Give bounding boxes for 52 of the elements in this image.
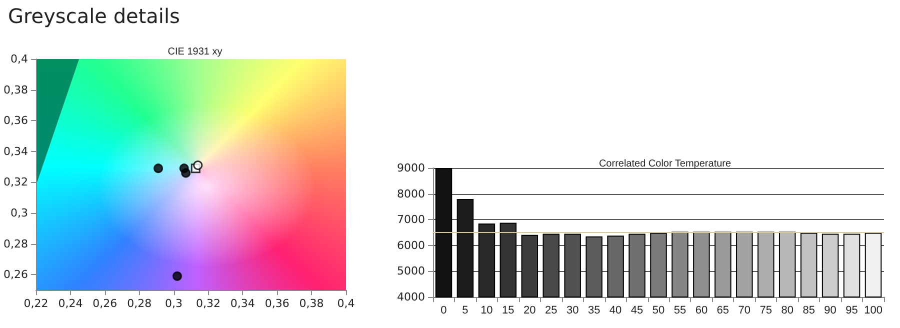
x-tick-label: 55 — [674, 304, 686, 316]
x-tick-label: 0 — [440, 304, 447, 316]
x-tick-label: 85 — [802, 304, 815, 316]
x-tick-label: 90 — [824, 304, 836, 316]
x-tick-label: 0,3 — [165, 297, 183, 310]
x-tick-label: 50 — [652, 304, 665, 316]
y-tick-label: 5000 — [397, 264, 425, 278]
y-tick-label: 0,36 — [4, 114, 28, 128]
point — [172, 271, 182, 281]
x-tick-label: 30 — [566, 304, 579, 316]
x-tick-label: 80 — [781, 304, 794, 316]
y-tick-label: 8000 — [397, 187, 425, 200]
x-tick-label: 0,22 — [24, 297, 48, 310]
x-tick-label: 70 — [738, 304, 751, 316]
chart-title: Correlated Color Temperature — [598, 158, 732, 170]
text: Greyscale details — [8, 4, 180, 28]
chart-title: CIE 1931 xy — [168, 46, 222, 58]
x-tick-label: 65 — [716, 304, 730, 316]
x-tick-label: 45 — [630, 304, 644, 316]
x-tick-label: 0,38 — [299, 297, 324, 310]
x-tick-label: 5 — [462, 304, 468, 316]
y-tick-label: 4000 — [397, 290, 425, 304]
point — [154, 164, 164, 174]
y-tick-label: 0,34 — [4, 144, 28, 158]
y-tick-label: 0,26 — [4, 268, 28, 282]
x-tick-label: 10 — [480, 304, 493, 316]
y-tick-label: 0,4 — [10, 52, 28, 66]
x-tick-label: 0,34 — [230, 297, 255, 310]
x-tick-label: 100 — [864, 304, 882, 316]
x-tick-label: 0,4 — [337, 297, 355, 310]
x-tick-label: 40 — [609, 304, 622, 316]
x-tick-label: 0,32 — [196, 297, 220, 310]
x-tick-label: 35 — [588, 304, 600, 316]
x-tick-label: 0,26 — [92, 297, 118, 310]
point — [181, 168, 191, 178]
x-tick-label: 0,36 — [264, 297, 290, 310]
x-tick-label: 0,28 — [127, 297, 152, 310]
y-tick-label: 9000 — [397, 162, 425, 174]
y-tick-label: 6000 — [397, 238, 425, 252]
y-tick-label: 7000 — [397, 213, 425, 226]
point — [193, 160, 203, 170]
x-tick-label: 0,24 — [58, 297, 83, 310]
y-tick-label: 0,32 — [4, 176, 28, 189]
x-tick-label: 20 — [524, 304, 536, 316]
y-tick-label: 0,3 — [10, 206, 28, 220]
y-tick-label: 0,28 — [4, 237, 28, 250]
x-tick-label: 15 — [502, 304, 514, 316]
x-tick-label: 60 — [695, 304, 708, 316]
x-tick-label: 95 — [846, 304, 858, 316]
y-tick-label: 0,38 — [4, 83, 28, 96]
x-tick-label: 75 — [760, 304, 772, 316]
x-tick-label: 25 — [544, 304, 558, 316]
